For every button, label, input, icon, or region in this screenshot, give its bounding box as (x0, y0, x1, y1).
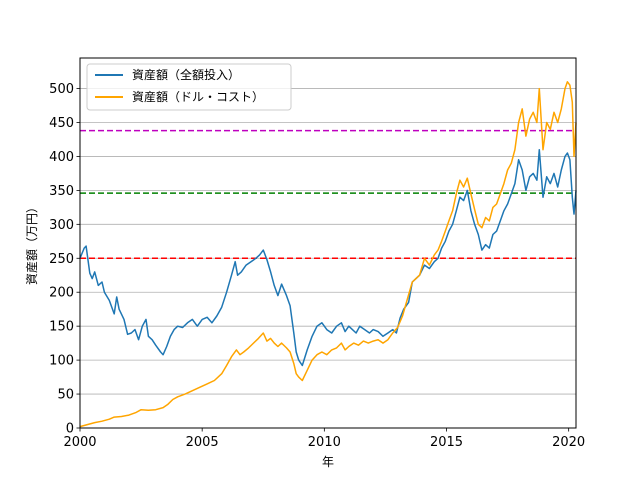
x-tick-label: 2020 (552, 435, 585, 450)
y-tick-label: 250 (49, 252, 74, 267)
legend-box (86, 63, 292, 111)
y-tick-label: 400 (49, 150, 74, 165)
legend-label-dca: 資産額（ドル・コスト） (132, 89, 264, 104)
y-tick-label: 200 (49, 286, 74, 301)
y-tick-label: 150 (49, 320, 74, 335)
x-tick-label: 2015 (430, 435, 463, 450)
y-tick-label: 50 (57, 388, 74, 403)
plot-area-frame (79, 57, 577, 429)
y-tick-label: 350 (49, 184, 74, 199)
reference-lines (80, 129, 576, 260)
x-tick-label: 2010 (308, 435, 341, 450)
series-line-full-investment (79, 148, 577, 367)
y-axis-label: 資産額（万円） (24, 201, 39, 285)
x-axis-label: 年 (322, 455, 334, 469)
series-line-dollar-cost (79, 81, 577, 428)
y-axis: 0 50 100 150 200 250 300 350 400 450 500 (49, 82, 80, 437)
x-axis: 2000 2005 2010 2015 2020 (63, 428, 585, 450)
y-tick-label: 500 (49, 82, 74, 97)
y-tick-label: 450 (49, 116, 74, 131)
y-tick-label: 300 (49, 218, 74, 233)
series (79, 81, 577, 428)
grid (80, 88, 576, 429)
legend-label-full: 資産額（全額投入） (132, 67, 240, 82)
legend: 資産額（全額投入） 資産額（ドル・コスト） (86, 63, 292, 111)
y-tick-label: 0 (66, 422, 74, 437)
x-tick-label: 2005 (186, 435, 219, 450)
x-tick-label: 2000 (63, 435, 96, 450)
y-tick-label: 100 (49, 354, 74, 369)
